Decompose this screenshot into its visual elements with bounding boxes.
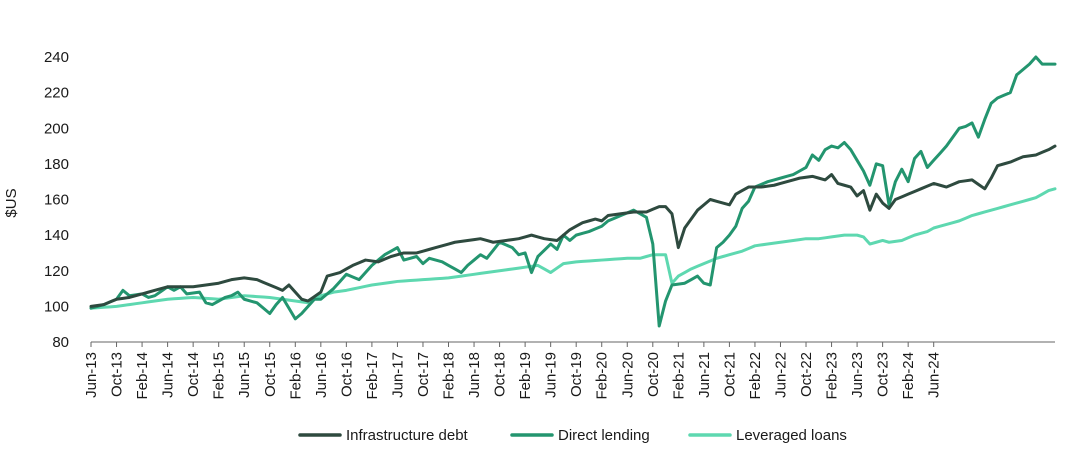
x-tick-label: Oct-21	[721, 352, 738, 397]
x-tick-label: Oct-22	[798, 352, 815, 397]
x-tick-label: Jun-15	[236, 352, 253, 398]
series-line-leveraged-loans	[89, 187, 1057, 310]
x-tick-label: Jun-20	[619, 352, 636, 398]
x-tick-label: Feb-15	[211, 352, 228, 400]
y-tick-label: 200	[44, 120, 69, 137]
y-tick-label: 80	[52, 334, 69, 351]
x-tick-label: Oct-18	[492, 352, 509, 397]
x-tick-label: Feb-16	[287, 352, 304, 400]
x-tick-label: Oct-23	[875, 352, 892, 397]
y-tick-label: 140	[44, 227, 69, 244]
x-tick-label: Oct-15	[262, 352, 279, 397]
x-tick-label: Jun-24	[926, 352, 943, 398]
x-tick-label: Oct-13	[109, 352, 126, 397]
x-tick-label: Feb-17	[364, 352, 381, 400]
x-tick-label: Feb-19	[517, 352, 534, 400]
x-tick-label: Jun-21	[696, 352, 713, 398]
x-tick-label: Feb-14	[134, 352, 151, 400]
x-tick-label: Feb-22	[747, 352, 764, 400]
y-axis-label-group: $US	[3, 188, 20, 217]
x-tick-label: Oct-20	[645, 352, 662, 397]
x-tick-label: Jun-22	[772, 352, 789, 398]
x-tick-label: Feb-24	[900, 352, 917, 400]
x-tick-label: Oct-17	[415, 352, 432, 397]
series-line-infrastructure-debt	[89, 144, 1057, 308]
y-tick-label: 180	[44, 156, 69, 173]
x-tick-label: Feb-20	[594, 352, 611, 400]
legend-label: Leveraged loans	[736, 427, 847, 444]
x-tick-label: Jun-17	[389, 352, 406, 398]
x-tick-label: Oct-14	[185, 352, 202, 397]
x-tick-label: Jun-18	[466, 352, 483, 398]
x-tick-label: Jun-14	[160, 352, 177, 398]
y-axis-ticks: 80 100 120 140 160 180 200 220 240	[44, 49, 69, 351]
series-lines	[89, 55, 1057, 328]
legend: Infrastructure debt Direct lending Leverag…	[298, 427, 847, 444]
y-axis-label: $US	[3, 188, 20, 217]
y-tick-label: 220	[44, 85, 69, 102]
legend-label: Infrastructure debt	[346, 427, 469, 444]
x-tick-label: Oct-16	[338, 352, 355, 397]
x-tick-label: Oct-19	[568, 352, 585, 397]
legend-label: Direct lending	[558, 427, 650, 444]
x-tick-label: Jun-13	[83, 352, 100, 398]
x-tick-label: Jun-23	[849, 352, 866, 398]
x-tick-label: Feb-23	[824, 352, 841, 400]
x-tick-label: Jun-19	[543, 352, 560, 398]
y-tick-label: 100	[44, 298, 69, 315]
x-tick-label: Feb-18	[441, 352, 458, 400]
x-tick-label: Jun-16	[313, 352, 330, 398]
y-tick-label: 240	[44, 49, 69, 66]
x-tick-label: Feb-21	[670, 352, 687, 400]
series-line-direct-lending	[89, 55, 1057, 328]
x-axis-ticks: Jun-13 Oct-13 Feb-14 Jun-14 Oct-14 Feb-15 Jun-…	[83, 342, 943, 400]
y-tick-label: 120	[44, 263, 69, 280]
y-tick-label: 160	[44, 192, 69, 209]
